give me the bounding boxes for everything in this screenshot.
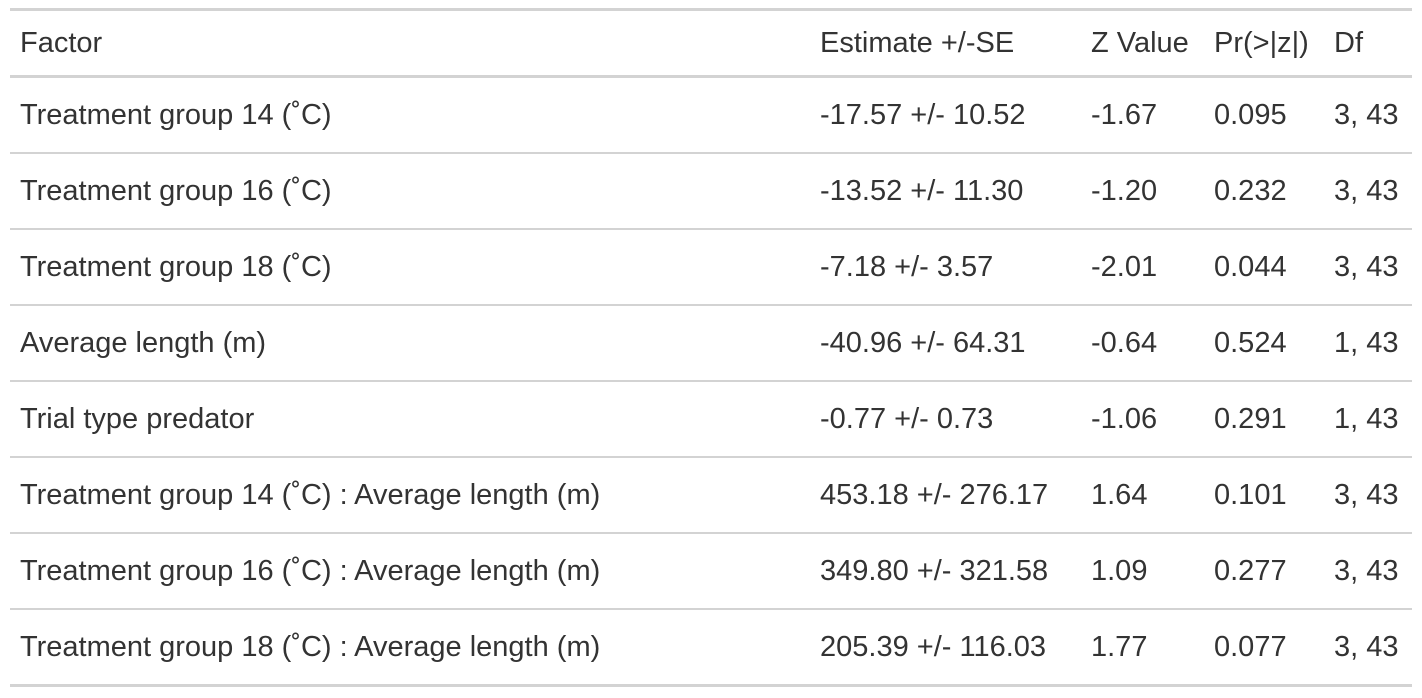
cell-z-value: -1.06: [1091, 402, 1158, 435]
header-row: Factor Estimate +/-SE Z Value Pr(>|z|) D…: [10, 9, 1412, 77]
table-row: Treatment group 14 (˚C) -17.57 +/- 10.52…: [10, 77, 1412, 153]
table-row: Trial type predator -0.77 +/- 0.73 -1.06…: [10, 381, 1412, 457]
cell-df: 3, 43: [1334, 174, 1399, 207]
header-factor: Factor: [20, 26, 103, 59]
cell-estimate: -13.52 +/- 11.30: [820, 174, 1024, 207]
cell-factor: Average length (m): [20, 326, 267, 359]
table-row: Treatment group 16 (˚C) : Average length…: [10, 533, 1412, 609]
cell-p-value: 0.524: [1214, 326, 1287, 359]
cell-factor: Treatment group 14 (˚C) : Average length…: [20, 478, 601, 511]
table-row: Treatment group 18 (˚C) : Average length…: [10, 609, 1412, 686]
cell-p-value: 0.277: [1214, 554, 1287, 587]
header-z-value: Z Value: [1091, 26, 1189, 59]
cell-factor: Treatment group 14 (˚C): [20, 98, 332, 131]
header-p-value: Pr(>|z|): [1214, 26, 1309, 59]
cell-p-value: 0.044: [1214, 250, 1287, 283]
cell-z-value: 1.77: [1091, 630, 1148, 663]
cell-p-value: 0.232: [1214, 174, 1287, 207]
cell-df: 3, 43: [1334, 478, 1399, 511]
cell-estimate: 453.18 +/- 276.17: [820, 478, 1049, 511]
cell-factor: Treatment group 16 (˚C): [20, 174, 332, 207]
cell-estimate: -17.57 +/- 10.52: [820, 98, 1026, 131]
cell-p-value: 0.291: [1214, 402, 1287, 435]
table-row: Treatment group 16 (˚C) -13.52 +/- 11.30…: [10, 153, 1412, 229]
cell-z-value: 1.64: [1091, 478, 1148, 511]
cell-z-value: -1.20: [1091, 174, 1158, 207]
header-estimate: Estimate +/-SE: [820, 26, 1015, 59]
cell-p-value: 0.095: [1214, 98, 1287, 131]
cell-df: 3, 43: [1334, 554, 1399, 587]
cell-p-value: 0.101: [1214, 478, 1287, 511]
cell-z-value: -2.01: [1091, 250, 1158, 283]
header-df: Df: [1334, 26, 1363, 59]
cell-p-value: 0.077: [1214, 630, 1287, 663]
cell-estimate: -7.18 +/- 3.57: [820, 250, 994, 283]
cell-estimate: 205.39 +/- 116.03: [820, 630, 1047, 663]
cell-z-value: -0.64: [1091, 326, 1158, 359]
cell-df: 3, 43: [1334, 630, 1399, 663]
cell-factor: Treatment group 18 (˚C): [20, 250, 332, 283]
table-row: Treatment group 18 (˚C) -7.18 +/- 3.57 -…: [10, 229, 1412, 305]
table-row: Treatment group 14 (˚C) : Average length…: [10, 457, 1412, 533]
cell-df: 3, 43: [1334, 98, 1399, 131]
cell-factor: Treatment group 16 (˚C) : Average length…: [20, 554, 601, 587]
cell-df: 3, 43: [1334, 250, 1399, 283]
cell-estimate: 349.80 +/- 321.58: [820, 554, 1049, 587]
cell-estimate: -0.77 +/- 0.73: [820, 402, 994, 435]
cell-estimate: -40.96 +/- 64.31: [820, 326, 1026, 359]
results-table: Factor Estimate +/-SE Z Value Pr(>|z|) D…: [10, 8, 1412, 687]
cell-factor: Trial type predator: [20, 402, 255, 435]
cell-df: 1, 43: [1334, 326, 1399, 359]
cell-factor: Treatment group 18 (˚C) : Average length…: [20, 630, 601, 663]
cell-z-value: 1.09: [1091, 554, 1148, 587]
table-row: Average length (m) -40.96 +/- 64.31 -0.6…: [10, 305, 1412, 381]
results-table-container: Factor Estimate +/-SE Z Value Pr(>|z|) D…: [10, 8, 1412, 687]
cell-df: 1, 43: [1334, 402, 1399, 435]
cell-z-value: -1.67: [1091, 98, 1158, 131]
